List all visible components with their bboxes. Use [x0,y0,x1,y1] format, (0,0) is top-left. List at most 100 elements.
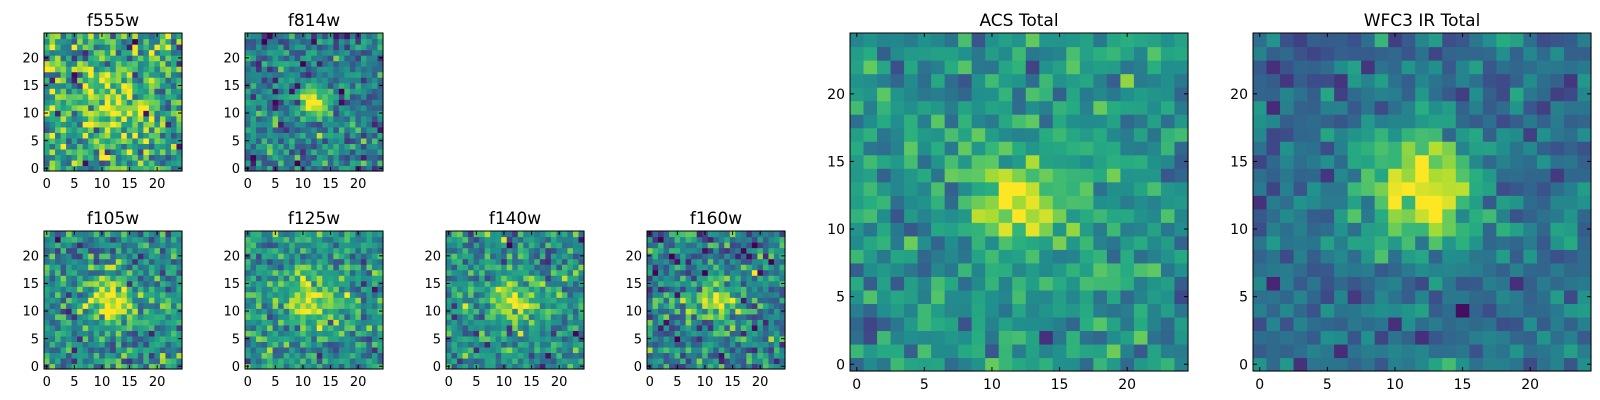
heatmap-cell [305,275,312,282]
heatmap-cell [691,242,698,249]
heatmap-cell [115,352,122,359]
heatmap-cell [490,335,497,342]
heatmap-cell [360,324,368,331]
heatmap-cell [256,38,263,45]
heatmap-cell [545,302,552,309]
heatmap-cell [60,71,67,78]
heatmap-cell [468,330,475,337]
heatmap-cell [890,33,905,48]
heatmap-cell [680,253,687,260]
heatmap-cell [278,280,285,287]
heatmap-cell [735,297,742,304]
heatmap-cell [44,143,51,150]
x-tick-label: 0 [445,375,453,390]
heatmap-cell [256,126,263,133]
heatmap-cell [327,88,334,95]
heatmap-cell [55,231,62,238]
heatmap-cell [104,60,111,67]
heatmap-cell [528,236,535,243]
heatmap-cell [523,275,530,282]
heatmap-cell [60,330,67,337]
heatmap-cell [702,297,709,304]
heatmap-cell [1160,289,1176,304]
heatmap-cell [751,357,758,365]
heatmap-cell [773,258,781,265]
heatmap-cell [77,291,84,298]
heatmap-cell [93,324,100,331]
heatmap-cell [707,231,714,238]
heatmap-cell [1523,249,1538,264]
heatmap-cell [344,110,351,117]
heatmap-cell [300,286,307,293]
heatmap-cell [148,55,155,62]
heatmap-cell [349,264,356,271]
heatmap-cell [685,242,692,249]
heatmap-cell [998,141,1013,156]
heatmap-cell [473,324,480,331]
heatmap-cell [495,253,502,260]
heatmap-cell [104,137,111,144]
heatmap-cell [311,253,318,260]
heatmap-cell [132,286,139,293]
heatmap-cell [1093,262,1108,277]
heatmap-cell [663,269,670,276]
heatmap-cell [490,269,497,276]
heatmap-cell [1577,276,1592,291]
heatmap-cell [82,154,89,161]
heatmap-cell [1401,208,1416,223]
heatmap-cell [165,55,172,62]
heatmap-cell [170,55,178,62]
heatmap-cell [1106,208,1121,223]
heatmap-cell [495,291,502,298]
heatmap-cell [1401,235,1416,250]
heatmap-cell [512,308,519,315]
heatmap-cell [534,324,541,331]
heatmap-cell [261,33,268,40]
heatmap-cell [93,44,100,51]
heatmap-cell [121,280,128,287]
heatmap-cell [890,73,905,88]
heatmap-cell [1039,87,1054,102]
heatmap-cell [55,330,62,337]
heatmap-cell [1106,141,1121,156]
heatmap-cell [104,126,111,133]
heatmap-cell [490,341,497,348]
heatmap-cell [457,264,464,271]
heatmap-cell [773,231,781,238]
heatmap-cell [539,280,546,287]
heatmap-cell [267,280,274,287]
heatmap-cell [305,82,312,89]
heatmap-cell [1266,249,1281,264]
heatmap-cell [1496,208,1511,223]
heatmap-cell [121,121,128,128]
heatmap-cell [550,313,557,320]
heatmap-cell [556,264,563,271]
heatmap-cell [154,335,161,342]
heatmap-cell [484,363,491,370]
heatmap-cell [88,308,95,315]
heatmap-cell [691,231,698,238]
heatmap-cell [850,127,865,142]
heatmap-cell [479,363,486,370]
heatmap-cell [1079,222,1094,237]
heatmap-cell [132,154,139,161]
heatmap-cell [674,264,681,271]
heatmap-cell [572,363,580,370]
heatmap-cell [904,100,919,115]
heatmap-cell [572,253,580,260]
heatmap-cell [1066,154,1081,169]
heatmap-cell [457,236,464,243]
heatmap-cell [534,297,541,304]
heatmap-cell [99,132,106,139]
heatmap-cell [1174,262,1189,277]
heatmap-cell [93,247,100,254]
heatmap-cell [104,313,111,320]
heatmap-cell [294,132,301,139]
heatmap-cell [506,236,513,243]
heatmap-cell [652,242,659,249]
heatmap-cell [82,71,89,78]
heatmap-cell [283,121,290,128]
heatmap-cell [740,335,747,342]
heatmap-cell [1361,154,1376,169]
